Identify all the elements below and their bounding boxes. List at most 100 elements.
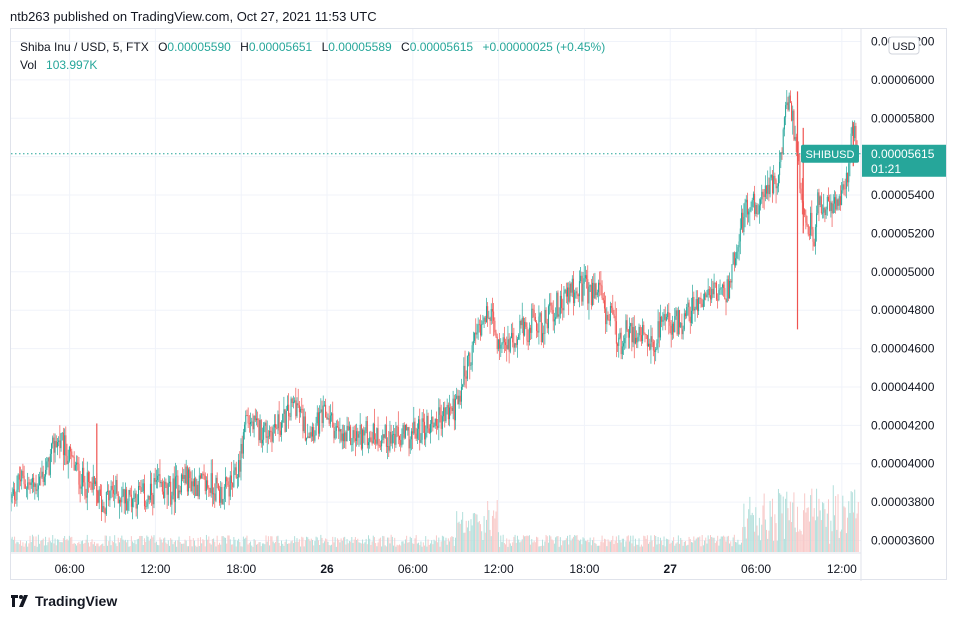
price-chart[interactable]: 0.000062000.000060000.000058000.00005600… bbox=[11, 29, 948, 581]
candle-body bbox=[682, 329, 684, 335]
volume-bar bbox=[511, 545, 513, 552]
candle-body bbox=[475, 332, 477, 335]
candle-body bbox=[239, 460, 241, 472]
volume-bar bbox=[418, 542, 420, 552]
volume-bar bbox=[552, 540, 554, 552]
candle-body bbox=[472, 340, 474, 346]
volume-bar bbox=[674, 545, 676, 552]
volume-bar bbox=[358, 542, 360, 552]
chart-frame[interactable]: 0.000062000.000060000.000058000.00005600… bbox=[10, 28, 948, 581]
candle-body bbox=[575, 291, 577, 293]
volume-bar bbox=[16, 541, 18, 552]
candle-body bbox=[321, 409, 323, 424]
candle-body bbox=[184, 475, 186, 484]
candle-body bbox=[602, 297, 604, 301]
candle-body bbox=[744, 202, 746, 217]
candle-body bbox=[47, 457, 49, 462]
candle-body bbox=[163, 491, 165, 499]
volume-bar bbox=[370, 544, 372, 552]
candle-body bbox=[375, 439, 377, 444]
volume-bar bbox=[93, 541, 95, 552]
volume-bar bbox=[214, 541, 216, 552]
candle-body bbox=[16, 489, 18, 500]
x-tick-label: 26 bbox=[320, 562, 334, 576]
volume-bar bbox=[797, 506, 799, 552]
candle-body bbox=[238, 460, 240, 478]
volume-bar bbox=[327, 541, 329, 552]
volume-bar bbox=[62, 538, 64, 552]
publish-caption: ntb263 published on TradingView.com, Oct… bbox=[10, 9, 377, 24]
volume-bar bbox=[261, 543, 263, 552]
volume-bar bbox=[221, 536, 223, 552]
candle-body bbox=[847, 172, 849, 183]
volume-label[interactable]: Vol bbox=[20, 58, 37, 72]
volume-bar bbox=[658, 543, 660, 552]
volume-bar bbox=[593, 537, 595, 552]
volume-bar bbox=[477, 522, 479, 552]
candle-body bbox=[701, 303, 703, 307]
x-tick-label: 18:00 bbox=[226, 562, 256, 576]
candle-body bbox=[427, 415, 429, 429]
volume-bar bbox=[556, 536, 558, 552]
volume-bar bbox=[808, 521, 810, 552]
currency-selector[interactable]: USD bbox=[888, 36, 920, 55]
volume-bar bbox=[530, 544, 532, 552]
volume-bar bbox=[47, 542, 49, 552]
volume-bar bbox=[670, 542, 672, 552]
candle-body bbox=[67, 460, 69, 465]
candle-body bbox=[385, 425, 387, 447]
volume-bar bbox=[851, 492, 853, 552]
candle-body bbox=[109, 490, 111, 501]
volume-bar bbox=[645, 538, 647, 552]
candle-body bbox=[470, 364, 472, 366]
candle-body bbox=[373, 423, 375, 440]
volume-bar bbox=[424, 545, 426, 552]
volume-bar bbox=[314, 541, 316, 552]
candle-body bbox=[843, 184, 845, 189]
candle-body bbox=[178, 490, 180, 499]
volume-bar bbox=[785, 498, 787, 552]
volume-bar bbox=[242, 536, 244, 552]
candle-body bbox=[490, 308, 492, 321]
candle-body bbox=[487, 306, 489, 319]
volume-bar bbox=[705, 537, 707, 552]
candle-body bbox=[95, 481, 97, 484]
currency-box[interactable] bbox=[888, 36, 920, 55]
volume-bar bbox=[159, 537, 161, 552]
candle-body bbox=[634, 337, 636, 344]
volume-bar bbox=[724, 536, 726, 552]
candle-body bbox=[561, 295, 563, 309]
volume-bar bbox=[49, 541, 51, 552]
candle-body bbox=[499, 339, 501, 349]
candle-body bbox=[608, 319, 610, 321]
candle-body bbox=[53, 437, 55, 453]
candle-body bbox=[512, 332, 514, 343]
candle-body bbox=[254, 415, 256, 421]
volume-bar bbox=[807, 507, 809, 552]
volume-bar bbox=[741, 542, 743, 552]
volume-bar bbox=[506, 538, 508, 552]
candle-body bbox=[327, 418, 329, 420]
volume-bar bbox=[669, 543, 671, 552]
volume-bar bbox=[575, 535, 577, 552]
candle-body bbox=[264, 422, 266, 426]
volume-bar bbox=[775, 523, 777, 552]
volume-bar bbox=[731, 546, 733, 552]
tradingview-branding[interactable]: TradingView bbox=[10, 593, 117, 609]
symbol-title[interactable]: Shiba Inu / USD, 5, FTX bbox=[20, 40, 149, 54]
volume-bar bbox=[711, 537, 713, 552]
candle-body bbox=[350, 426, 352, 445]
candle-body bbox=[325, 404, 327, 417]
candle-body bbox=[663, 314, 665, 320]
candle-body bbox=[743, 216, 745, 233]
volume-bar bbox=[239, 541, 241, 552]
candle-body bbox=[338, 427, 340, 432]
candle-body bbox=[686, 307, 688, 317]
volume-bar bbox=[173, 541, 175, 552]
volume-bar bbox=[452, 536, 454, 552]
candle-body bbox=[68, 446, 70, 461]
candle-body bbox=[658, 321, 660, 338]
volume-bar bbox=[592, 540, 594, 552]
volume-bar bbox=[310, 538, 312, 552]
volume-bar bbox=[292, 543, 294, 552]
